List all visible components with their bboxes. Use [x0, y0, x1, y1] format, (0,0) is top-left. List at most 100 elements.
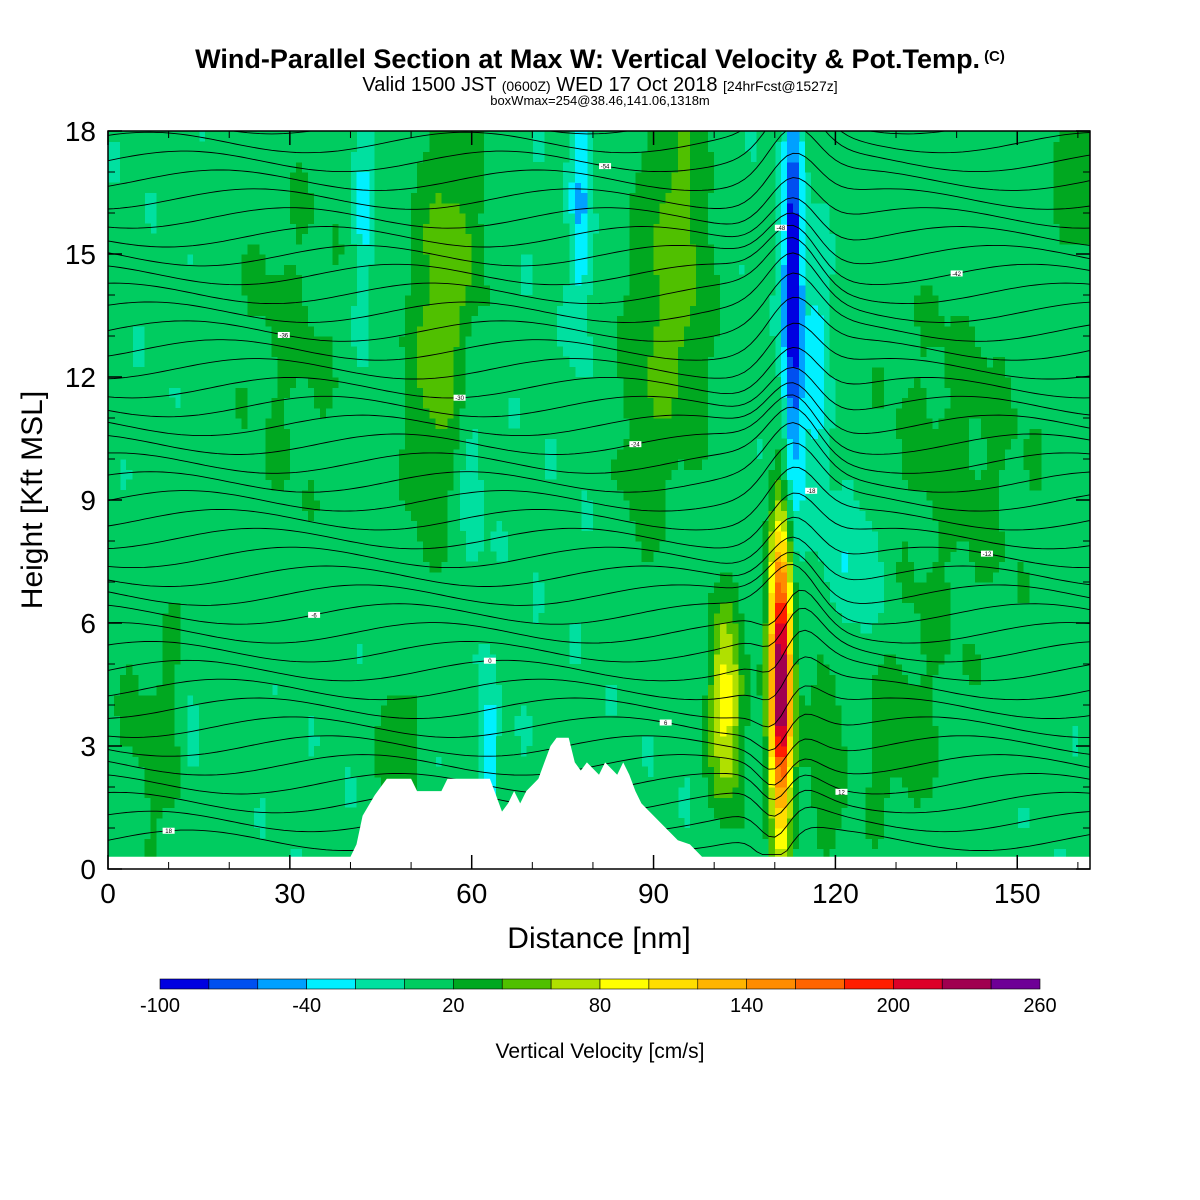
- velocity-cell: [871, 633, 879, 645]
- velocity-cell: [138, 838, 145, 850]
- velocity-cell: [459, 766, 467, 778]
- velocity-cell: [908, 715, 915, 727]
- velocity-cell: [235, 623, 242, 634]
- velocity-cell: [465, 612, 473, 624]
- velocity-cell: [1017, 643, 1024, 655]
- velocity-cell: [417, 530, 424, 542]
- velocity-cell: [883, 776, 891, 788]
- velocity-cell: [968, 664, 976, 675]
- velocity-cell: [162, 530, 170, 542]
- velocity-cell: [241, 643, 249, 655]
- velocity-cell: [259, 633, 267, 645]
- velocity-cell: [671, 582, 679, 593]
- velocity-cell: [993, 787, 1000, 798]
- velocity-cell: [774, 776, 782, 788]
- velocity-cell: [447, 633, 455, 645]
- velocity-cell: [641, 705, 649, 716]
- velocity-cell: [211, 746, 218, 757]
- velocity-cell: [980, 766, 988, 778]
- velocity-cell: [750, 592, 758, 604]
- velocity-cell: [471, 623, 479, 634]
- velocity-cell: [944, 664, 952, 675]
- velocity-cell: [423, 766, 430, 778]
- velocity-cell: [683, 561, 691, 573]
- velocity-cell: [968, 828, 976, 839]
- velocity-cell: [398, 653, 406, 665]
- velocity-cell: [247, 705, 255, 716]
- velocity-cell: [380, 756, 388, 768]
- velocity-cell: [114, 705, 121, 716]
- velocity-cell: [950, 582, 958, 593]
- velocity-cell: [326, 828, 333, 839]
- velocity-cell: [629, 592, 636, 604]
- velocity-cell: [1029, 725, 1037, 737]
- velocity-cell: [229, 653, 236, 665]
- velocity-cell: [889, 817, 897, 829]
- velocity-cell: [695, 715, 703, 727]
- velocity-cell: [301, 571, 309, 583]
- velocity-cell: [683, 551, 691, 563]
- velocity-cell: [847, 787, 855, 798]
- velocity-cell: [350, 725, 358, 737]
- velocity-cell: [738, 756, 746, 768]
- velocity-cell: [774, 643, 782, 655]
- velocity-cell: [362, 633, 370, 645]
- velocity-cell: [708, 715, 715, 727]
- velocity-cell: [805, 715, 812, 727]
- velocity-cell: [823, 602, 830, 614]
- velocity-cell: [617, 623, 624, 634]
- velocity-cell: [453, 664, 461, 675]
- velocity-cell: [508, 582, 515, 593]
- velocity-cell: [332, 725, 339, 737]
- velocity-cell: [338, 643, 346, 655]
- velocity-cell: [744, 623, 752, 634]
- velocity-cell: [198, 592, 206, 604]
- velocity-cell: [944, 551, 952, 563]
- velocity-cell: [398, 530, 406, 542]
- velocity-cell: [508, 684, 515, 696]
- velocity-cell: [689, 817, 697, 829]
- velocity-cell: [732, 776, 740, 788]
- velocity-cell: [368, 694, 376, 706]
- velocity-cell: [156, 643, 164, 655]
- velocity-cell: [902, 643, 909, 655]
- velocity-cell: [841, 828, 849, 839]
- velocity-cell: [938, 612, 946, 624]
- velocity-cell: [683, 602, 691, 614]
- velocity-cell: [980, 674, 988, 686]
- velocity-cell: [665, 674, 673, 686]
- velocity-cell: [932, 602, 940, 614]
- velocity-cell: [114, 735, 121, 747]
- velocity-cell: [495, 561, 503, 573]
- velocity-cell: [902, 705, 909, 716]
- velocity-cell: [259, 602, 267, 614]
- velocity-cell: [1083, 787, 1090, 798]
- velocity-cell: [592, 561, 600, 573]
- velocity-cell: [447, 664, 455, 675]
- velocity-cell: [520, 551, 527, 563]
- velocity-cell: [708, 571, 715, 583]
- velocity-cell: [362, 694, 370, 706]
- velocity-cell: [538, 551, 546, 563]
- velocity-cell: [580, 756, 588, 768]
- velocity-cell: [653, 746, 661, 757]
- velocity-cell: [423, 643, 430, 655]
- velocity-cell: [641, 623, 649, 634]
- velocity-cell: [1053, 643, 1061, 655]
- velocity-cell: [792, 725, 800, 737]
- velocity-cell: [374, 694, 382, 706]
- velocity-cell: [1011, 551, 1018, 563]
- velocity-cell: [920, 776, 927, 788]
- velocity-cell: [198, 838, 206, 850]
- velocity-cell: [1035, 797, 1043, 809]
- velocity-cell: [805, 653, 812, 665]
- velocity-cell: [241, 612, 249, 624]
- velocity-cell: [1023, 561, 1030, 573]
- velocity-cell: [550, 571, 558, 583]
- velocity-cell: [980, 623, 988, 634]
- velocity-cell: [1035, 694, 1043, 706]
- velocity-cell: [568, 612, 576, 624]
- velocity-cell: [962, 582, 970, 593]
- velocity-cell: [744, 807, 752, 819]
- velocity-cell: [362, 582, 370, 593]
